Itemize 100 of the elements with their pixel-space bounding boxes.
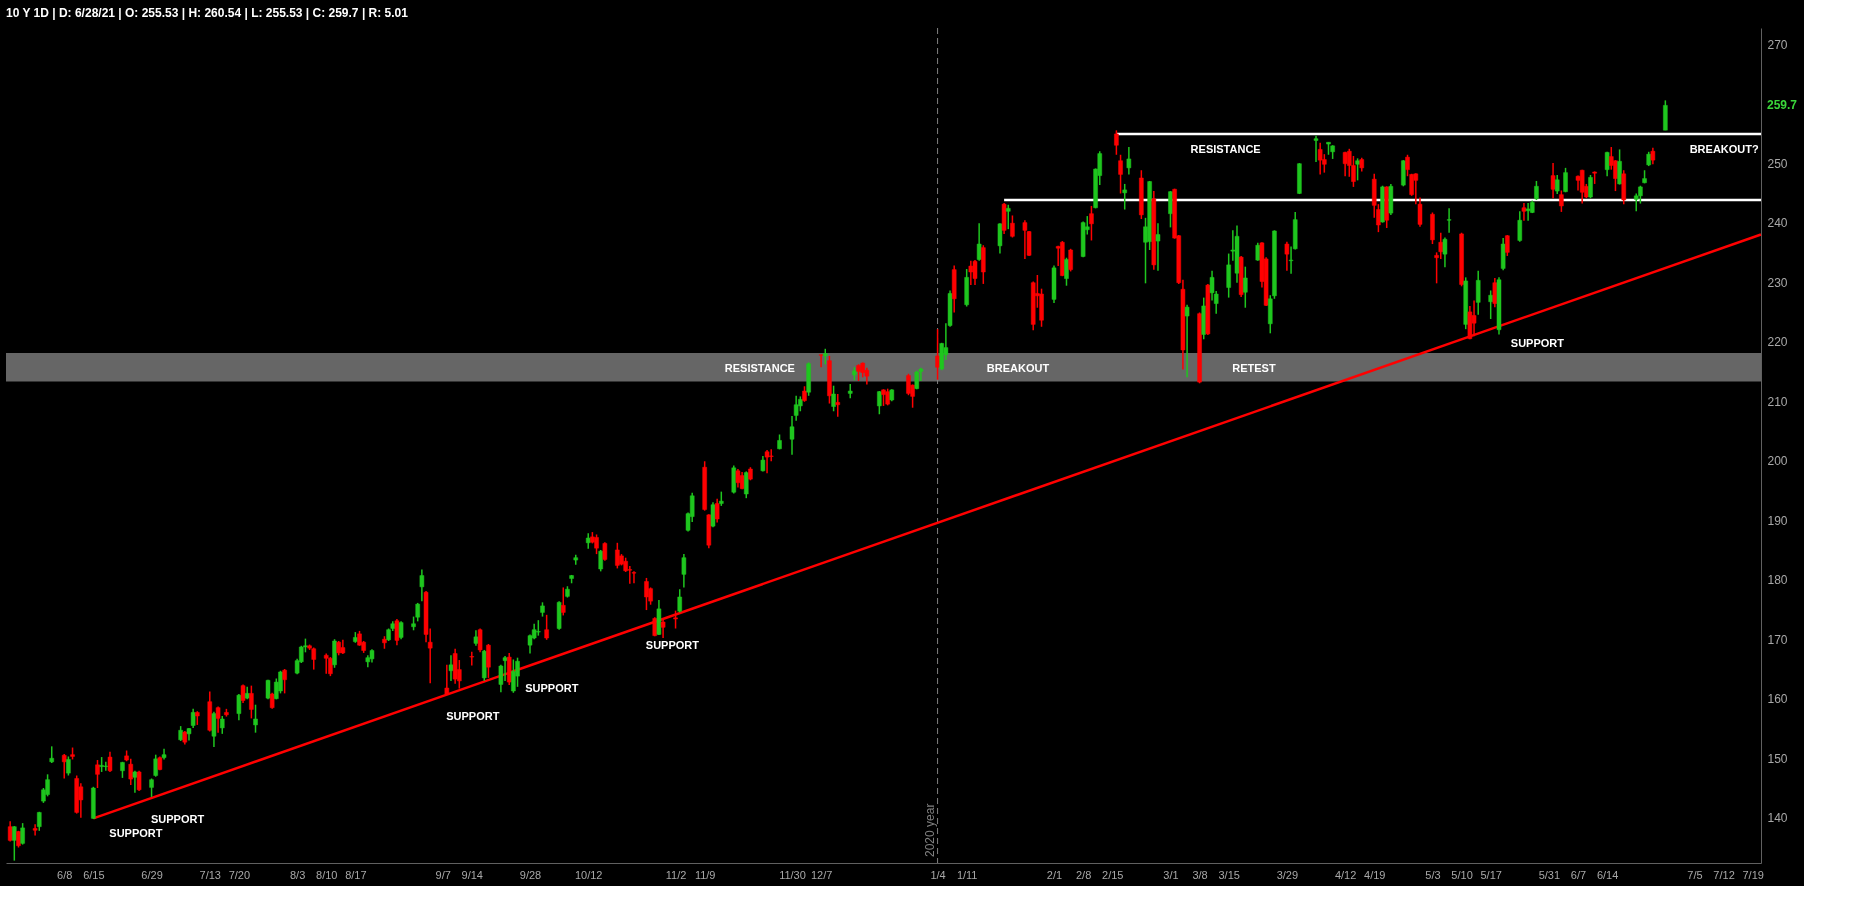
candlestick <box>486 643 491 679</box>
x-tick-label: 8/10 <box>316 868 338 881</box>
candlestick <box>161 747 167 761</box>
candlestick <box>1650 146 1656 166</box>
x-tick-label: 1/4 <box>930 868 946 881</box>
x-tick-label: 9/7 <box>435 868 451 881</box>
x-tick-label: 8/3 <box>289 868 306 881</box>
annotation: SUPPORT <box>150 813 205 826</box>
candlestick <box>631 570 637 585</box>
candlestick <box>714 498 720 524</box>
x-tick-label: 7/13 <box>199 868 221 881</box>
candlestick <box>1297 162 1302 195</box>
candlestick <box>831 384 836 413</box>
y-tick-label: 270 <box>1767 37 1788 52</box>
candlestick <box>1505 234 1510 257</box>
x-tick-label: 3/29 <box>1276 868 1299 881</box>
candlestick <box>981 244 986 285</box>
y-tick-label: 150 <box>1767 751 1788 766</box>
candlestick <box>847 383 853 399</box>
y-tick-label: 250 <box>1767 156 1788 171</box>
candlestick <box>1122 183 1127 211</box>
annotation: SUPPORT <box>645 639 700 652</box>
candlestick <box>972 259 978 286</box>
candlestick <box>1022 219 1028 260</box>
x-tick-label: 5/31 <box>1538 868 1561 881</box>
x-tick-label: 4/12 <box>1334 868 1357 881</box>
y-tick-label: 200 <box>1767 454 1788 469</box>
candlestick <box>561 586 566 617</box>
candlestick <box>136 770 142 792</box>
candlestick <box>1471 299 1477 338</box>
y-tick-label: 180 <box>1767 573 1788 588</box>
candlestick <box>1313 134 1319 163</box>
x-tick-label: 12/7 <box>810 868 833 881</box>
candlestick <box>1563 167 1568 194</box>
x-tick-label: 3/15 <box>1218 868 1240 881</box>
candlestick <box>1126 146 1132 176</box>
x-tick-label: 7/5 <box>1687 868 1703 881</box>
y-tick-label: 160 <box>1767 692 1788 707</box>
candlestick <box>1663 99 1668 131</box>
candlestick <box>95 759 100 789</box>
x-tick-label: 7/20 <box>228 868 251 881</box>
candlestick <box>1525 202 1531 222</box>
text: 259.7 <box>1767 98 1798 113</box>
x-tick-label: 11/2 <box>665 868 687 881</box>
candlestick <box>818 353 824 368</box>
candlestick <box>340 639 346 655</box>
candlestick <box>1534 180 1539 201</box>
candlestick <box>1243 265 1248 309</box>
candlestick <box>311 646 316 671</box>
candlestick <box>681 553 687 589</box>
candlestick <box>1051 264 1057 304</box>
candlestick <box>91 786 96 820</box>
text: 10 Y 1D | D: 6/28/21 | O: 255.53 | H: 260.54 | L: 255.53 | C: 259.7 | R: 5.01 <box>6 5 409 20</box>
candlestick <box>1284 240 1290 272</box>
candlestick <box>1442 236 1448 268</box>
annotation: SUPPORT <box>1510 336 1565 349</box>
x-tick-label: 5/17 <box>1480 868 1502 881</box>
candlestick <box>602 541 608 562</box>
candlestick <box>877 390 882 415</box>
candlestick <box>1226 252 1231 299</box>
y-tick-label: 190 <box>1767 513 1788 528</box>
candlestick <box>1068 248 1073 273</box>
ref-line-label: 2020 year <box>922 803 937 857</box>
candlestick <box>594 533 599 555</box>
x-tick-label: 6/7 <box>1570 868 1587 881</box>
candlestick <box>249 684 254 720</box>
x-tick-label: 5/3 <box>1425 868 1441 881</box>
annotation: SUPPORT <box>446 709 500 722</box>
x-tick-label: 6/15 <box>83 868 105 881</box>
x-tick-label: 11/30 <box>779 868 806 881</box>
candlestick <box>1588 174 1593 199</box>
x-tick-label: 10/12 <box>574 868 603 881</box>
candlestick <box>1139 169 1144 220</box>
candlestick <box>1417 196 1423 228</box>
annotation: RETEST <box>1232 361 1276 374</box>
x-tick-label: 3/1 <box>1163 868 1179 881</box>
x-tick-label: 4/19 <box>1364 868 1386 881</box>
candlestick <box>1006 204 1011 230</box>
y-tick-label: 220 <box>1767 335 1788 350</box>
x-tick-label: 6/8 <box>57 868 73 881</box>
candlestick <box>66 755 71 777</box>
candlestick <box>1184 304 1190 379</box>
x-tick-label: 2/8 <box>1075 868 1092 881</box>
candlestick <box>544 614 549 641</box>
candlestick <box>419 568 425 602</box>
candlestick <box>760 455 766 473</box>
x-tick-label: 2/1 <box>1046 868 1063 881</box>
candlestick <box>253 703 258 734</box>
annotation: SUPPORT <box>525 681 579 694</box>
candlestick <box>1089 205 1094 242</box>
candlestick <box>1446 207 1452 234</box>
candlestick <box>1496 276 1502 336</box>
candlestick <box>369 648 375 664</box>
candlestick <box>20 822 25 846</box>
x-tick-label: 8/17 <box>345 868 367 881</box>
candlestick <box>469 650 475 667</box>
y-tick-label: 210 <box>1767 394 1788 409</box>
candlestick <box>37 811 42 832</box>
candlestick <box>398 620 404 640</box>
x-tick-label: 7/19 <box>1742 868 1764 881</box>
